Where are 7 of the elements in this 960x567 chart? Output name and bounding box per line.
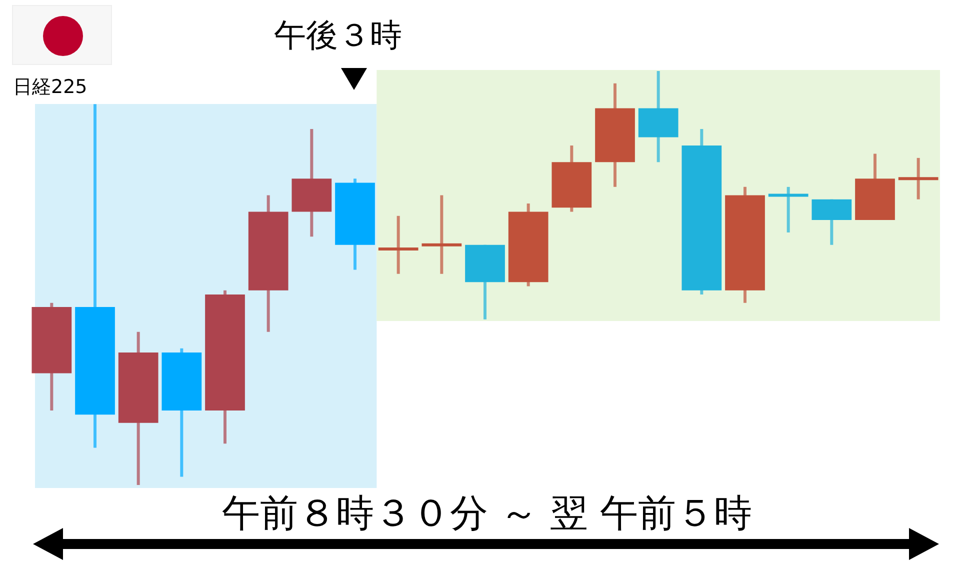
- candlestick: [422, 195, 462, 274]
- candlestick: [898, 158, 938, 200]
- candlestick: [768, 186, 808, 232]
- annotation: 日経225: [13, 75, 88, 100]
- text: 午後３時: [274, 15, 402, 56]
- candlestick: [378, 216, 418, 274]
- text: 午前８時３０分 ～ 翌 午前５時: [220, 490, 754, 537]
